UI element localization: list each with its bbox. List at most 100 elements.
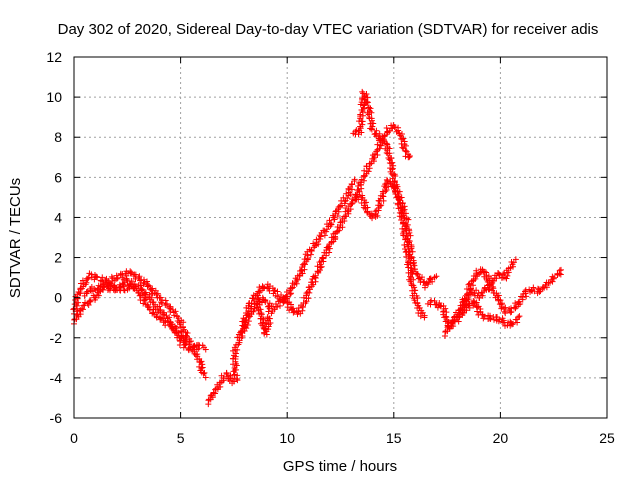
- data-point: [515, 314, 522, 321]
- data-point: [403, 253, 410, 260]
- data-point: [399, 144, 406, 151]
- data-point: [355, 182, 362, 189]
- data-point: [179, 323, 186, 330]
- data-point: [298, 267, 305, 274]
- data-point: [395, 196, 402, 203]
- data-point: [143, 278, 150, 285]
- data-point: [206, 396, 213, 403]
- data-point: [347, 191, 354, 198]
- data-point: [372, 210, 379, 217]
- y-tick-label: 8: [54, 129, 62, 145]
- data-point: [348, 201, 355, 208]
- data-point: [172, 325, 179, 332]
- data-point: [138, 285, 145, 292]
- data-point: [384, 141, 391, 148]
- x-tick-label: 15: [386, 430, 402, 446]
- data-point: [399, 210, 406, 217]
- data-point: [335, 227, 342, 234]
- data-point: [512, 300, 519, 307]
- data-point: [255, 307, 262, 314]
- data-point: [230, 368, 237, 375]
- data-point: [94, 274, 101, 281]
- data-point: [319, 255, 326, 262]
- data-point: [444, 317, 451, 324]
- data-point: [202, 374, 209, 381]
- data-point: [84, 276, 91, 283]
- data-point: [505, 265, 512, 272]
- data-point: [290, 309, 297, 316]
- data-point: [401, 214, 408, 221]
- data-point: [402, 236, 409, 243]
- data-point: [302, 300, 309, 307]
- data-point: [486, 315, 493, 322]
- data-point: [364, 98, 371, 105]
- data-point: [418, 310, 425, 317]
- data-point: [157, 306, 164, 313]
- data-point: [406, 154, 413, 161]
- data-point: [546, 279, 553, 286]
- data-point: [317, 261, 324, 268]
- data-point: [334, 213, 341, 220]
- data-point: [133, 284, 140, 291]
- data-point: [403, 230, 410, 237]
- data-point: [394, 183, 401, 190]
- data-point: [426, 275, 433, 282]
- data-point: [539, 285, 546, 292]
- data-point: [519, 296, 526, 303]
- data-point: [199, 364, 206, 371]
- data-point: [323, 252, 330, 259]
- grid: [74, 57, 607, 418]
- data-point: [403, 148, 410, 155]
- data-point: [256, 310, 263, 317]
- data-point: [75, 289, 82, 296]
- data-point: [116, 284, 123, 291]
- x-tick-label: 20: [493, 430, 509, 446]
- y-tick-label: -2: [50, 330, 63, 346]
- data-point: [287, 291, 294, 298]
- data-point: [491, 275, 498, 282]
- data-point: [108, 273, 115, 280]
- data-point: [299, 304, 306, 311]
- data-point: [341, 198, 348, 205]
- series-arc-6: [253, 298, 275, 338]
- data-point: [170, 309, 177, 316]
- data-point: [398, 216, 405, 223]
- y-tick-label: 2: [54, 250, 62, 266]
- data-point: [97, 284, 104, 291]
- data-point: [472, 275, 479, 282]
- data-point: [391, 187, 398, 194]
- data-point: [299, 270, 306, 277]
- data-point: [113, 275, 120, 282]
- data-point: [550, 275, 557, 282]
- data-point: [259, 322, 266, 329]
- data-point: [409, 271, 416, 278]
- data-point: [71, 316, 78, 323]
- data-point: [271, 287, 278, 294]
- data-point: [318, 258, 325, 265]
- data-point: [320, 227, 327, 234]
- data-point: [402, 225, 409, 232]
- data-point: [373, 207, 380, 214]
- series-arc-7: [350, 88, 428, 321]
- data-point: [168, 325, 175, 332]
- data-point: [141, 297, 148, 304]
- data-point: [87, 287, 94, 294]
- data-point: [389, 165, 396, 172]
- data-point: [473, 267, 480, 274]
- data-point: [308, 279, 315, 286]
- data-point: [123, 276, 130, 283]
- data-point: [405, 269, 412, 276]
- series-arc-5: [239, 176, 440, 339]
- data-point: [359, 118, 366, 125]
- y-tick-label: 4: [54, 209, 62, 225]
- data-point: [493, 314, 500, 321]
- data-point: [459, 302, 466, 309]
- data-point: [246, 313, 253, 320]
- data-point: [324, 226, 331, 233]
- data-point: [256, 301, 263, 308]
- data-point: [344, 195, 351, 202]
- data-point: [153, 313, 160, 320]
- data-point: [353, 191, 360, 198]
- data-point: [359, 194, 366, 201]
